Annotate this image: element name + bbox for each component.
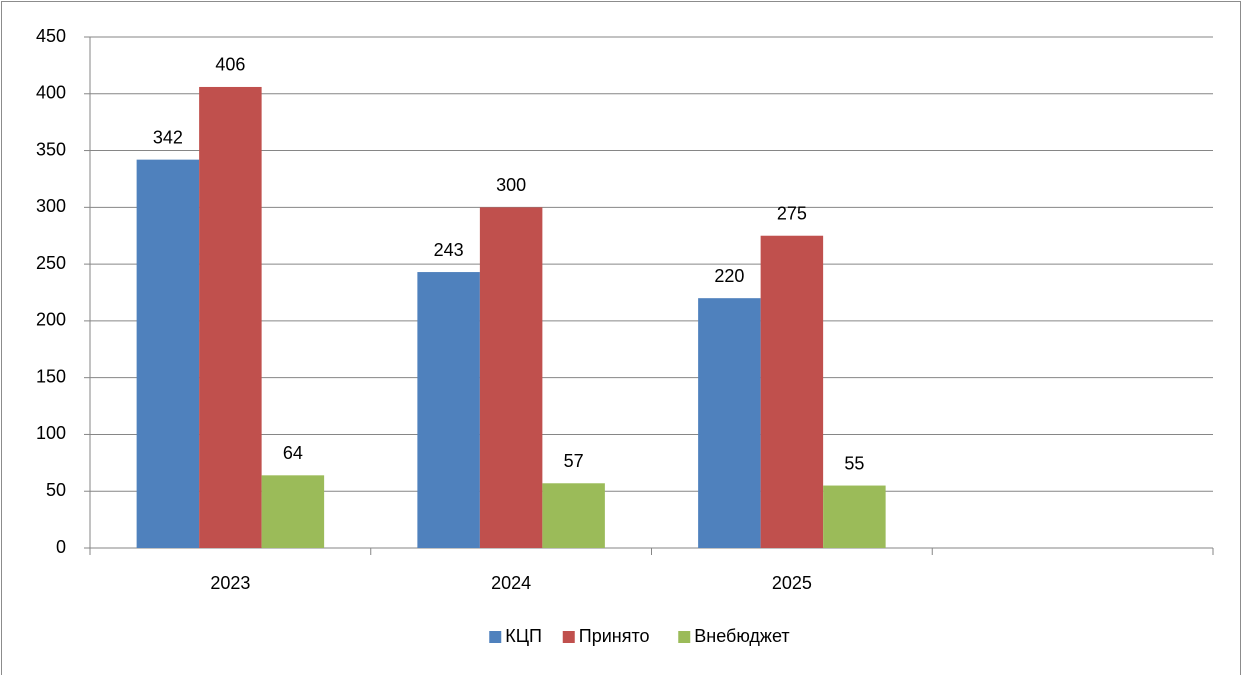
bar xyxy=(760,235,824,548)
x-tick-label: 2024 xyxy=(491,573,531,593)
data-label: 243 xyxy=(434,240,464,260)
y-tick-label: 100 xyxy=(36,423,66,443)
data-label: 300 xyxy=(496,175,526,195)
y-tick-label: 200 xyxy=(36,310,66,330)
y-tick-label: 400 xyxy=(36,83,66,103)
bar xyxy=(136,159,200,548)
legend-swatch xyxy=(489,631,502,643)
legend-label: Принято xyxy=(579,626,650,646)
data-label: 64 xyxy=(283,443,303,463)
legend-swatch xyxy=(678,631,691,643)
y-tick-label: 250 xyxy=(36,253,66,273)
data-label: 220 xyxy=(714,266,744,286)
data-label: 275 xyxy=(777,203,807,223)
y-tick-label: 0 xyxy=(56,537,66,557)
y-tick-label: 150 xyxy=(36,366,66,386)
bar xyxy=(698,298,761,548)
legend-swatch xyxy=(562,631,575,643)
x-tick-label: 2025 xyxy=(772,573,812,593)
bar xyxy=(417,272,480,548)
bar xyxy=(199,86,262,548)
bar xyxy=(479,207,543,549)
data-label: 57 xyxy=(564,451,584,471)
legend-label: КЦП xyxy=(505,626,542,646)
legend-label: Внебюджет xyxy=(694,626,789,646)
y-tick-label: 50 xyxy=(46,480,66,500)
y-tick-label: 450 xyxy=(36,26,66,46)
x-tick-label: 2023 xyxy=(210,573,250,593)
data-label: 406 xyxy=(215,55,245,75)
data-label: 342 xyxy=(153,127,183,147)
data-label: 55 xyxy=(844,453,864,473)
y-tick-label: 300 xyxy=(36,196,66,216)
bar xyxy=(261,475,325,548)
bar xyxy=(823,485,886,548)
bar xyxy=(542,483,605,548)
y-tick-label: 350 xyxy=(36,139,66,159)
